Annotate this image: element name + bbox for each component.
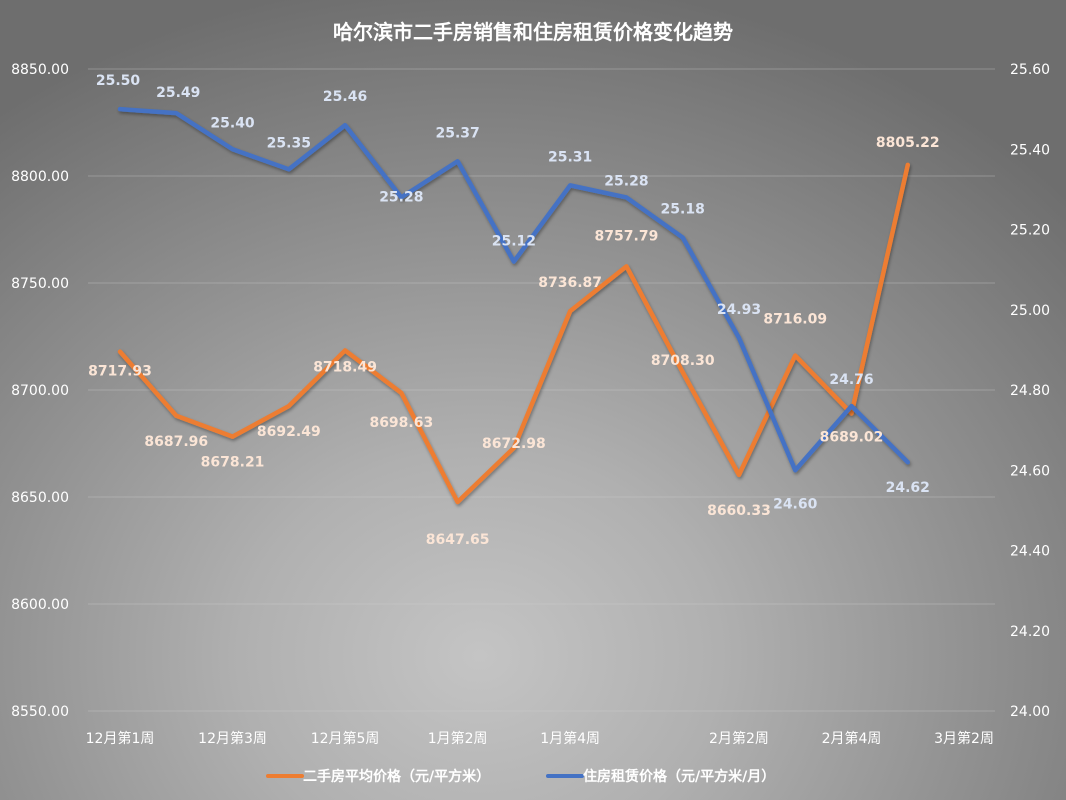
resale-data-label: 8689.02 <box>820 429 884 445</box>
rental-data-label: 25.46 <box>323 89 367 105</box>
x-tick-label: 12月第1周 <box>86 730 155 747</box>
resale-data-label: 8716.09 <box>763 312 827 328</box>
x-tick-label: 12月第5周 <box>311 730 380 747</box>
y-right-tick-label: 24.40 <box>1010 544 1050 560</box>
resale-data-label: 8692.49 <box>257 424 321 440</box>
rental-data-label: 24.62 <box>886 480 930 496</box>
y-right-tick-label: 24.80 <box>1010 383 1050 399</box>
y-left-tick-label: 8800.00 <box>11 169 69 185</box>
resale-data-label: 8687.96 <box>144 434 208 450</box>
rental-data-label: 25.18 <box>661 202 705 218</box>
y-left-tick-label: 8700.00 <box>11 383 69 399</box>
y-left-tick-label: 8600.00 <box>11 597 69 613</box>
rental-data-label: 25.40 <box>210 115 255 131</box>
x-tick-label: 1月第2周 <box>428 730 488 747</box>
gridlines <box>88 68 995 712</box>
resale-data-label: 8672.98 <box>482 436 546 452</box>
resale-price-line[interactable] <box>117 162 911 505</box>
y-right-tick-label: 25.20 <box>1010 223 1050 239</box>
resale-data-label: 8736.87 <box>538 275 602 291</box>
rental-data-label: 25.28 <box>379 189 423 205</box>
legend: 二手房平均价格（元/平方米） 住房租赁价格（元/平方米/月） <box>266 768 775 785</box>
x-tick-label: 12月第3周 <box>198 730 267 747</box>
rental-data-label: 25.12 <box>492 234 536 250</box>
rental-data-label: 25.35 <box>267 135 311 151</box>
series-lines <box>117 106 911 505</box>
resale-data-label: 8718.49 <box>313 359 377 375</box>
rental-data-label: 25.50 <box>96 73 141 89</box>
rental-data-label: 24.60 <box>773 496 818 512</box>
y-left-tick-label: 8850.00 <box>11 62 69 78</box>
y-right-tick-label: 25.60 <box>1010 62 1050 78</box>
y-left-tick-label: 8750.00 <box>11 276 69 292</box>
legend-label-rental[interactable]: 住房租赁价格（元/平方米/月） <box>583 768 775 785</box>
legend-label-resale[interactable]: 二手房平均价格（元/平方米） <box>303 768 490 785</box>
resale-data-label: 8678.21 <box>201 455 265 471</box>
rental-data-label: 24.76 <box>829 372 873 388</box>
x-tick-label: 2月第2周 <box>709 730 769 747</box>
y-right-tick-label: 25.40 <box>1010 142 1050 158</box>
rental-data-label: 24.93 <box>717 302 761 318</box>
data-labels: 8717.93 8687.96 8678.21 8692.49 8718.49 8698.… <box>88 73 940 548</box>
left-y-axis: 8550.00 8600.00 8650.00 8700.00 8750.00 8800.… <box>11 62 69 720</box>
y-right-tick-label: 24.00 <box>1010 704 1050 720</box>
resale-data-label: 8708.30 <box>651 353 715 369</box>
y-right-tick-label: 24.20 <box>1010 624 1050 640</box>
x-tick-label: 2月第4周 <box>822 730 882 747</box>
y-right-tick-label: 25.00 <box>1010 303 1050 319</box>
x-tick-label: 3月第2周 <box>934 730 994 747</box>
resale-data-label: 8717.93 <box>88 364 152 380</box>
resale-data-label: 8660.33 <box>707 503 771 519</box>
right-y-axis: 24.00 24.20 24.40 24.60 24.80 25.00 25.20 25.40… <box>1010 62 1050 720</box>
x-tick-label: 1月第4周 <box>540 730 600 747</box>
resale-data-label: 8757.79 <box>595 228 659 244</box>
x-axis: 12月第1周 12月第3周 12月第5周 1月第2周 1月第4周 2月第2周 2月第4周 3月… <box>86 730 994 747</box>
rental-data-label: 25.28 <box>604 173 648 189</box>
resale-data-label: 8647.65 <box>426 532 490 548</box>
y-left-tick-label: 8550.00 <box>11 704 69 720</box>
resale-data-label: 8698.63 <box>369 415 433 431</box>
rental-data-label: 25.49 <box>156 85 200 101</box>
resale-data-label: 8805.22 <box>876 135 940 151</box>
rental-data-label: 25.37 <box>435 125 479 141</box>
y-right-tick-label: 24.60 <box>1010 463 1050 479</box>
chart-title: 哈尔滨市二手房销售和住房租赁价格变化趋势 <box>333 20 733 44</box>
rental-data-label: 25.31 <box>548 149 592 165</box>
y-left-tick-label: 8650.00 <box>11 490 69 506</box>
rental-price-line[interactable] <box>117 106 911 473</box>
